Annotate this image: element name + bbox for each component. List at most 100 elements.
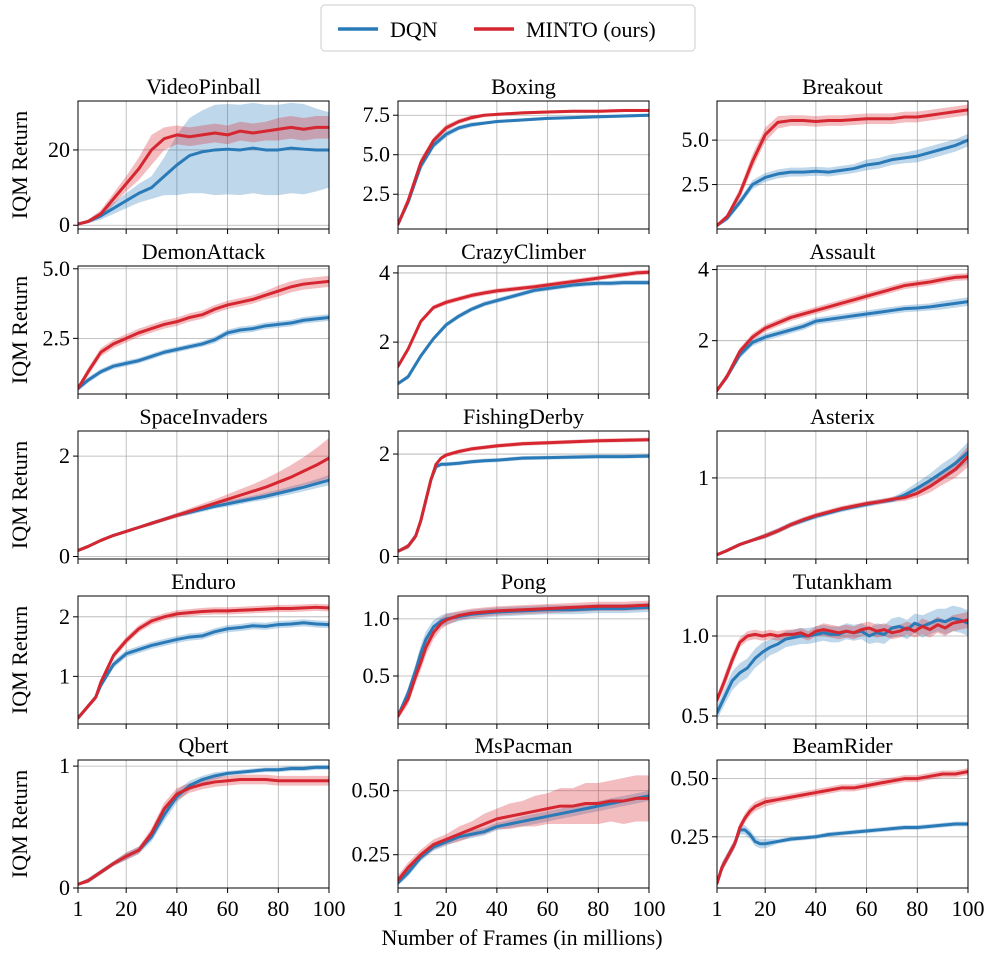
series-line-minto <box>78 456 329 552</box>
axes-frame <box>397 100 650 230</box>
panel-title: Pong <box>501 569 546 594</box>
y-tick-label: 0 <box>59 212 70 237</box>
plot-area <box>717 605 968 720</box>
panel-enduro: 1 2 Enduro IQM Return <box>7 569 330 729</box>
y-tick-label: 7.5 <box>363 102 391 127</box>
panel-title: FishingDerby <box>463 404 584 429</box>
x-tick-label: 20 <box>115 896 137 921</box>
panel-assault: 2 4 Assault <box>698 239 969 399</box>
y-tick-label: 1 <box>698 465 709 490</box>
x-axis-label: Number of Frames (in millions) <box>381 925 662 950</box>
x-tick-label: 1 <box>712 896 723 921</box>
panel-crazyclimber: 2 4 CrazyClimber <box>379 239 650 399</box>
ci-band-dqn <box>398 602 649 720</box>
y-axis-label: IQM Return <box>7 770 32 878</box>
x-tick-label: 40 <box>805 896 827 921</box>
ci-band-minto <box>717 446 968 556</box>
axes-frame <box>716 595 969 725</box>
plot-area <box>398 775 649 886</box>
panel-title: VideoPinball <box>146 74 261 99</box>
x-tick-label: 80 <box>906 896 928 921</box>
y-tick-label: 1.0 <box>363 606 391 631</box>
plot-area <box>78 102 329 226</box>
axes-frame <box>397 265 650 395</box>
x-tick-label: 40 <box>166 896 188 921</box>
y-tick-label: 2 <box>379 441 390 466</box>
series-line-minto <box>717 770 968 885</box>
plot-area <box>717 442 968 557</box>
plot-area <box>717 104 968 228</box>
series-line-minto <box>398 270 649 368</box>
y-tick-label: 2.5 <box>43 325 71 350</box>
ci-band-minto <box>717 273 968 393</box>
panel-title: Assault <box>810 239 876 264</box>
ci-band-dqn <box>717 297 968 393</box>
series-line-dqn <box>398 605 649 718</box>
ci-band-dqn <box>717 133 968 228</box>
y-tick-label: 20 <box>48 137 70 162</box>
axes-frame <box>397 430 650 560</box>
series-line-dqn <box>398 454 649 553</box>
panel-title: Breakout <box>802 74 883 99</box>
x-tick-label: 100 <box>633 896 666 921</box>
ci-band-minto <box>78 275 329 392</box>
panel-mspacman: 1 20 40 60 80 100 0.25 0.50 MsPacman <box>352 733 666 921</box>
y-tick-label: 0 <box>379 543 390 568</box>
plot-area <box>398 108 649 226</box>
ci-band-dqn <box>78 102 329 226</box>
series-line-minto <box>717 275 968 392</box>
axes-frame <box>716 265 969 395</box>
panel-breakout: 2.5 5.0 Breakout <box>682 74 969 234</box>
y-tick-label: 5.0 <box>43 256 71 281</box>
y-tick-label: 0.25 <box>352 842 391 867</box>
plot-area <box>78 603 329 720</box>
x-tick-label: 60 <box>217 896 239 921</box>
y-axis-label: IQM Return <box>7 441 32 549</box>
x-tick-label: 100 <box>313 896 346 921</box>
axes-frame <box>77 100 330 230</box>
y-tick-label: 5.0 <box>682 127 710 152</box>
y-tick-label: 2.5 <box>363 181 391 206</box>
series-line-minto <box>398 796 649 882</box>
y-tick-label: 0.5 <box>363 663 391 688</box>
series-line-minto <box>717 108 968 227</box>
plot-area <box>78 275 329 392</box>
ci-band-dqn <box>78 314 329 392</box>
y-axis-label: IQM Return <box>7 111 32 219</box>
ci-band-minto <box>717 768 968 886</box>
panel-title: Boxing <box>491 74 556 99</box>
panel-fishingderby: 0 2 FishingDerby <box>379 404 650 568</box>
axes-frame <box>397 595 650 725</box>
ci-band-minto <box>717 104 968 228</box>
ci-band-minto <box>398 600 649 720</box>
x-tick-label: 100 <box>952 896 985 921</box>
series-line-dqn <box>717 300 968 392</box>
ci-band-minto <box>398 775 649 886</box>
panel-title: Enduro <box>171 569 236 594</box>
series-line-minto <box>78 605 329 720</box>
series-line-minto <box>78 778 329 886</box>
series-line-dqn <box>717 138 968 227</box>
y-tick-label: 1 <box>59 753 70 778</box>
series-line-dqn <box>398 113 649 226</box>
series-line-dqn <box>78 621 329 720</box>
y-tick-label: 5.0 <box>363 142 391 167</box>
axes-frame <box>77 265 330 395</box>
y-tick-label: 0 <box>59 543 70 568</box>
x-tick-label: 40 <box>486 896 508 921</box>
legend: DQN MINTO (ours) <box>320 4 696 52</box>
plot-area <box>398 269 649 386</box>
y-tick-label: 2.5 <box>682 172 710 197</box>
axes-frame <box>716 759 969 889</box>
y-tick-label: 0.50 <box>671 766 710 791</box>
axes-frame <box>397 759 650 889</box>
ci-band-dqn <box>717 605 968 720</box>
y-tick-label: 0.25 <box>671 824 710 849</box>
y-tick-label: 4 <box>698 257 709 282</box>
axes-frame <box>716 430 969 560</box>
y-tick-label: 0.50 <box>352 778 391 803</box>
axes-frame <box>77 759 330 889</box>
x-tick-label: 80 <box>267 896 289 921</box>
